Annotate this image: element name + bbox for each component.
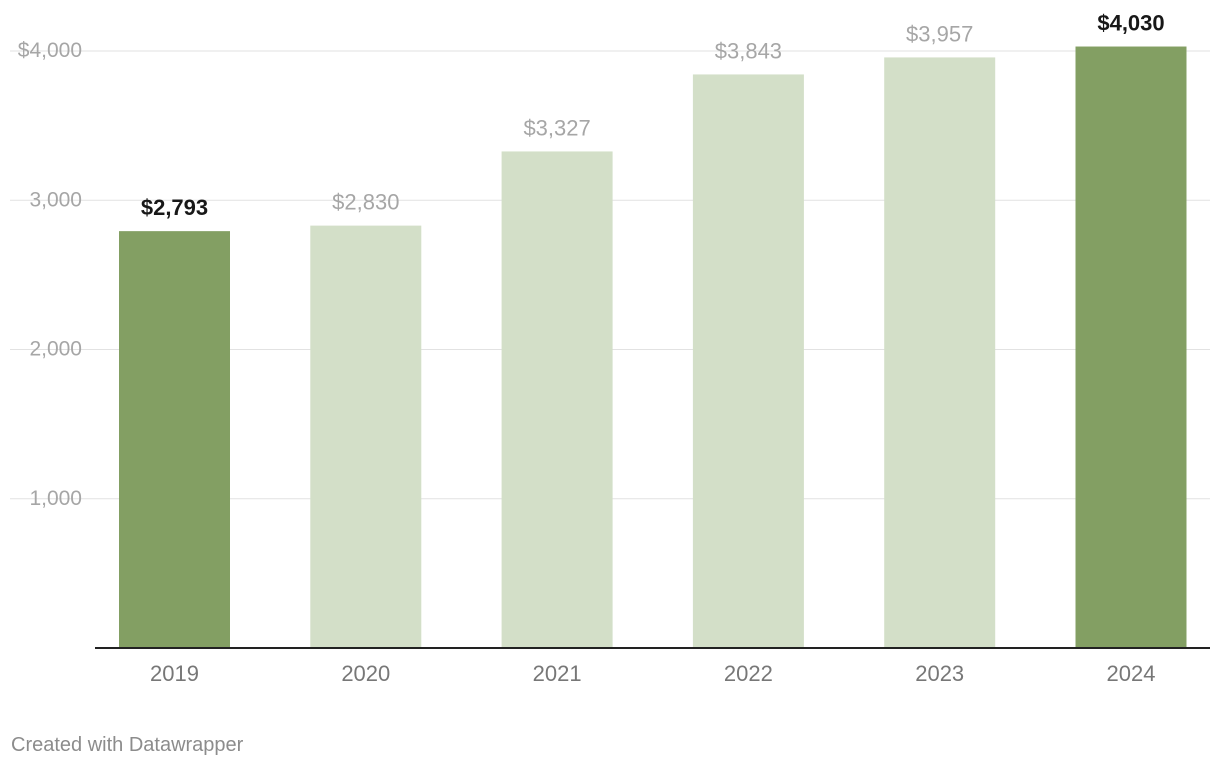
x-tick-label: 2024 [1107, 661, 1156, 686]
value-label: $2,830 [332, 190, 399, 215]
y-axis-ticks: 1,000 2,000 3,000 $4,000 [18, 39, 82, 510]
x-tick-label: 2021 [533, 661, 582, 686]
bar-2022 [692, 74, 804, 648]
y-tick-label: 3,000 [29, 188, 82, 211]
value-label: $3,327 [523, 115, 590, 140]
credit-text: Created with Datawrapper [11, 734, 244, 756]
y-tick-label: 1,000 [29, 487, 82, 510]
bar-2023 [884, 57, 996, 649]
y-tick-label: 2,000 [29, 338, 82, 361]
x-tick-label: 2019 [150, 661, 199, 686]
x-axis-ticks: 2019 2020 2021 2022 2023 2024 [150, 661, 1155, 686]
value-label: $3,843 [715, 38, 782, 63]
bar-2024 [1075, 46, 1187, 648]
value-label: $3,957 [906, 21, 973, 46]
value-labels: $2,793 $2,830 $3,327 $3,843 $3,957 $4,030 [141, 11, 1165, 221]
value-label: $2,793 [141, 195, 208, 220]
bar-2021 [501, 151, 613, 648]
y-tick-label: $4,000 [18, 39, 82, 62]
x-tick-label: 2020 [341, 661, 390, 686]
bar-2020 [310, 225, 422, 648]
bars [119, 46, 1187, 649]
x-tick-label: 2022 [724, 661, 773, 686]
value-label: $4,030 [1097, 11, 1164, 36]
x-tick-label: 2023 [915, 661, 964, 686]
bar-2019 [119, 231, 230, 648]
